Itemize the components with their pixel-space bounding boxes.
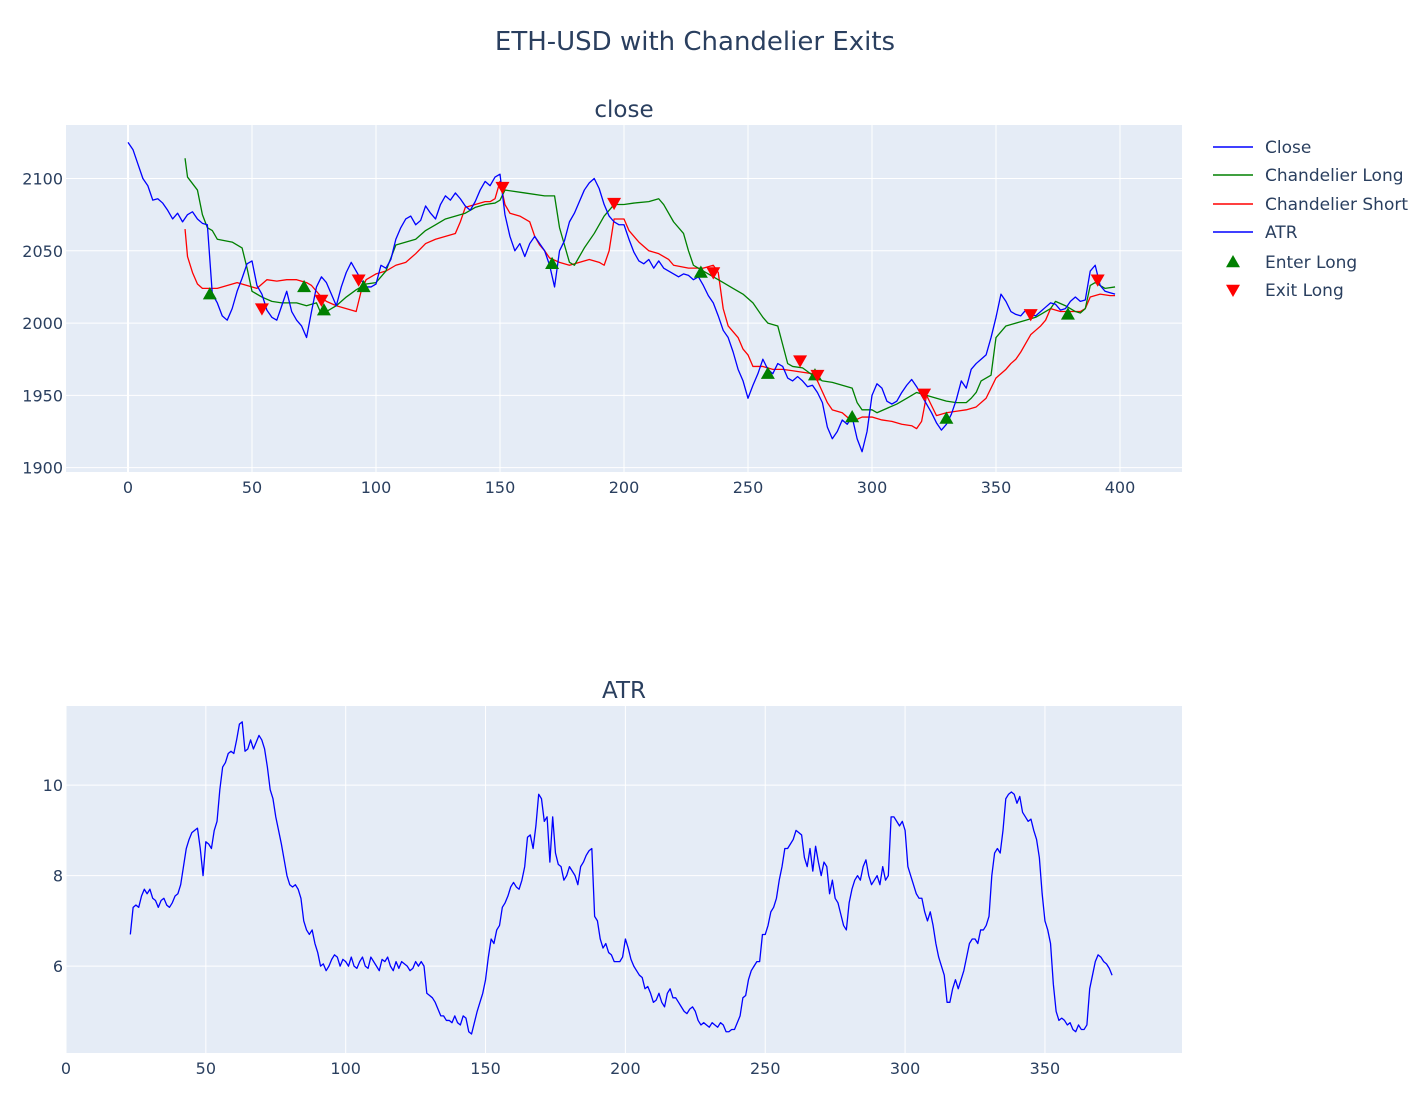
close-x-tick-label: 250	[733, 478, 764, 497]
legend-label-close: Close	[1265, 138, 1311, 158]
close-x-tick-label: 150	[485, 478, 516, 497]
close-series-line	[127, 141, 1116, 453]
close-y-tick-label: 1950	[22, 386, 63, 405]
enter-long-marker	[356, 279, 371, 293]
atr-plot: 0 50 100 150 200 250 300 350 6 8 10	[43, 706, 1182, 1078]
legend-label-chandelier-short: Chandelier Short	[1265, 195, 1408, 215]
close-x-tick-label: 400	[1105, 478, 1136, 497]
close-y-tick-label: 1900	[22, 459, 63, 478]
atr-x-tick-label: 100	[330, 1059, 361, 1078]
atr-y-tick-label: 6	[53, 957, 63, 976]
close-price-plot: 0 50 100 150 200 250 300 350 400 1900 1950 2000 2050…	[22, 125, 1182, 497]
atr-series-line	[129, 721, 1113, 1035]
legend-label-exit-long: Exit Long	[1265, 281, 1344, 301]
exit-long-marker	[1090, 274, 1105, 287]
exit-long-marker	[607, 197, 622, 211]
legend-swatch-enter-long	[1226, 255, 1240, 268]
atr-x-tick-label: 350	[1030, 1059, 1061, 1078]
enter-long-marker	[1060, 307, 1075, 320]
enter-long-marker	[297, 279, 312, 293]
atr-x-tick-label: 50	[196, 1059, 216, 1078]
exit-long-marker	[810, 369, 825, 383]
exit-long-marker	[495, 181, 510, 195]
legend-item-chandelier-long[interactable]: Chandelier Long	[1213, 166, 1404, 186]
legend[interactable]: Close Chandelier Long Chandelier Short ATR E…	[1213, 138, 1408, 301]
legend-swatch-exit-long	[1226, 284, 1240, 297]
exit-long-marker	[917, 388, 932, 401]
exit-long-marker	[254, 303, 269, 316]
figure-title: ETH-USD with Chandelier Exits	[495, 27, 895, 57]
close-y-tick-label: 2000	[22, 314, 63, 333]
exit-long-marker	[793, 355, 808, 368]
atr-x-tick-label: 150	[470, 1059, 501, 1078]
legend-item-enter-long[interactable]: Enter Long	[1226, 253, 1357, 273]
close-x-tick-label: 100	[361, 478, 392, 497]
atr-x-tick-label: 300	[890, 1059, 921, 1078]
enter-long-marker	[760, 366, 775, 379]
enter-long-marker	[545, 256, 560, 270]
atr-x-tick-label: 200	[610, 1059, 641, 1078]
legend-label-atr: ATR	[1265, 223, 1298, 243]
exit-long-marker	[1023, 309, 1038, 322]
exit-long-marker	[706, 267, 721, 280]
legend-item-atr[interactable]: ATR	[1213, 223, 1298, 243]
exit-long-marker	[351, 274, 366, 287]
enter-long-marker	[202, 287, 217, 300]
enter-long-marker	[939, 411, 954, 424]
legend-item-chandelier-short[interactable]: Chandelier Short	[1213, 195, 1408, 215]
chandelier-short-series-line	[184, 180, 1116, 430]
close-y-tick-label: 2100	[22, 169, 63, 188]
enter-long-marker	[316, 303, 331, 316]
legend-label-enter-long: Enter Long	[1265, 253, 1357, 273]
close-x-tick-label: 50	[242, 478, 262, 497]
atr-x-tick-label: 0	[61, 1059, 71, 1078]
close-x-tick-label: 0	[123, 478, 133, 497]
atr-x-tick-label: 250	[750, 1059, 781, 1078]
atr-subplot-title: ATR	[602, 678, 646, 704]
legend-label-chandelier-long: Chandelier Long	[1265, 166, 1404, 186]
close-x-tick-label: 350	[981, 478, 1012, 497]
atr-y-tick-label: 10	[43, 776, 63, 795]
close-subplot-title: close	[594, 97, 653, 123]
enter-long-marker	[693, 265, 708, 278]
atr-y-tick-label: 8	[53, 867, 63, 886]
exit-long-marker	[314, 294, 329, 307]
close-x-tick-label: 300	[857, 478, 888, 497]
enter-long-marker	[845, 410, 860, 423]
close-x-tick-label: 200	[609, 478, 640, 497]
atr-plot-area	[66, 706, 1182, 1053]
close-y-tick-label: 2050	[22, 242, 63, 261]
legend-item-exit-long[interactable]: Exit Long	[1226, 281, 1344, 301]
legend-item-close[interactable]: Close	[1213, 138, 1311, 158]
